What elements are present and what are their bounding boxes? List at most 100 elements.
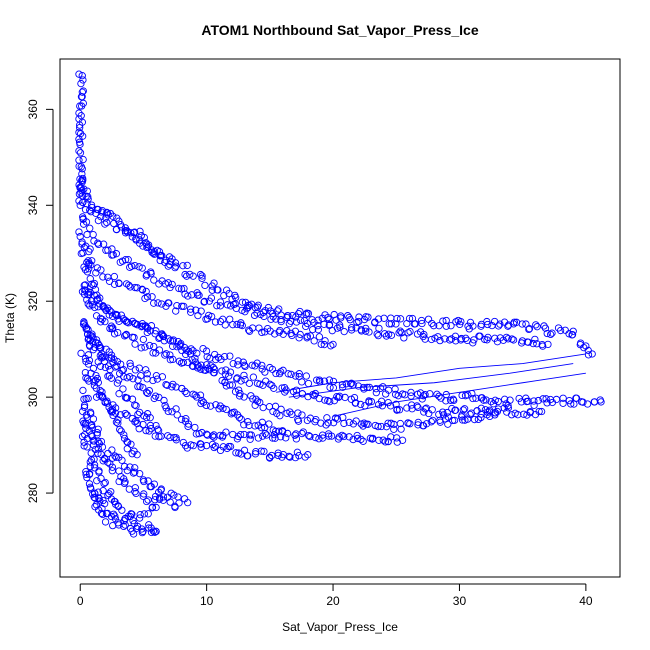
data-point bbox=[378, 402, 387, 410]
data-point bbox=[121, 478, 129, 486]
data-point bbox=[140, 233, 148, 242]
data-point bbox=[223, 444, 231, 453]
data-point bbox=[354, 382, 363, 390]
data-point bbox=[353, 434, 362, 443]
data-point bbox=[462, 334, 470, 342]
data-point bbox=[111, 515, 120, 523]
data-point bbox=[288, 331, 296, 340]
data-point bbox=[387, 320, 396, 328]
data-point bbox=[110, 330, 119, 338]
data-point bbox=[172, 262, 180, 270]
data-point bbox=[251, 422, 259, 430]
data-point bbox=[90, 437, 98, 445]
data-point bbox=[219, 443, 227, 451]
data-point bbox=[97, 213, 105, 221]
data-point bbox=[94, 378, 102, 387]
data-point bbox=[75, 109, 83, 117]
y-tick-label: 340 bbox=[26, 195, 40, 215]
data-point bbox=[210, 369, 218, 377]
data-point bbox=[121, 393, 130, 402]
data-point bbox=[170, 491, 178, 499]
data-point bbox=[75, 197, 83, 205]
data-point bbox=[137, 344, 145, 352]
data-point bbox=[134, 382, 142, 391]
data-point bbox=[506, 396, 514, 404]
data-point bbox=[330, 310, 338, 319]
data-point bbox=[225, 442, 233, 451]
data-point bbox=[286, 453, 294, 461]
data-point bbox=[124, 256, 132, 264]
data-point bbox=[83, 230, 91, 239]
data-point bbox=[442, 322, 450, 330]
data-point bbox=[211, 318, 220, 326]
data-point bbox=[159, 496, 167, 504]
data-point bbox=[89, 230, 97, 239]
data-point bbox=[572, 394, 581, 402]
data-point bbox=[197, 307, 205, 315]
data-point bbox=[79, 220, 88, 228]
data-point bbox=[143, 293, 152, 301]
data-point bbox=[78, 72, 86, 80]
data-point bbox=[81, 368, 90, 377]
data-point bbox=[101, 398, 109, 406]
data-point bbox=[364, 313, 372, 321]
data-point bbox=[149, 349, 157, 357]
data-point bbox=[442, 397, 450, 405]
data-point bbox=[75, 228, 83, 236]
data-point bbox=[361, 402, 369, 410]
data-point bbox=[127, 440, 135, 448]
data-point bbox=[329, 419, 338, 427]
data-point bbox=[533, 323, 541, 331]
data-point bbox=[225, 372, 233, 380]
data-point bbox=[326, 397, 334, 406]
data-point bbox=[375, 324, 383, 333]
data-point bbox=[325, 376, 334, 384]
data-point bbox=[229, 360, 237, 368]
data-point bbox=[208, 432, 217, 440]
data-point bbox=[316, 378, 324, 386]
data-point bbox=[80, 442, 88, 450]
data-point bbox=[236, 430, 245, 439]
data-point bbox=[363, 383, 371, 392]
data-point bbox=[253, 359, 261, 367]
data-point bbox=[240, 371, 248, 380]
series-segment-line bbox=[288, 363, 574, 398]
data-point bbox=[126, 283, 134, 291]
data-point bbox=[520, 410, 528, 418]
data-point bbox=[79, 386, 87, 395]
data-point bbox=[162, 350, 170, 358]
data-point bbox=[501, 395, 509, 403]
data-point bbox=[392, 400, 400, 408]
data-point bbox=[216, 302, 224, 310]
data-point bbox=[296, 316, 305, 324]
data-point bbox=[187, 345, 195, 353]
data-point bbox=[350, 393, 359, 402]
data-point bbox=[173, 302, 181, 310]
data-point bbox=[123, 445, 131, 453]
y-axis: 280 300 320 340 360 bbox=[26, 99, 54, 503]
data-point bbox=[489, 400, 498, 408]
data-point bbox=[417, 316, 426, 325]
data-point bbox=[136, 511, 144, 519]
data-point bbox=[274, 449, 282, 457]
data-point bbox=[83, 330, 92, 338]
data-point bbox=[107, 374, 115, 382]
data-point bbox=[390, 425, 398, 433]
data-point bbox=[144, 510, 152, 518]
y-axis-label: Theta (K) bbox=[3, 293, 17, 343]
data-point bbox=[324, 419, 332, 427]
data-point bbox=[395, 406, 404, 414]
data-point bbox=[266, 380, 274, 388]
data-point bbox=[258, 328, 266, 337]
data-point bbox=[447, 322, 455, 330]
data-point bbox=[257, 424, 266, 432]
data-point bbox=[78, 165, 86, 173]
data-point bbox=[277, 405, 285, 413]
data-point bbox=[340, 432, 348, 441]
data-point bbox=[156, 256, 164, 265]
data-point bbox=[142, 426, 150, 435]
data-point bbox=[377, 422, 385, 431]
data-point bbox=[396, 419, 405, 428]
data-point bbox=[187, 441, 195, 449]
data-point bbox=[83, 268, 92, 276]
